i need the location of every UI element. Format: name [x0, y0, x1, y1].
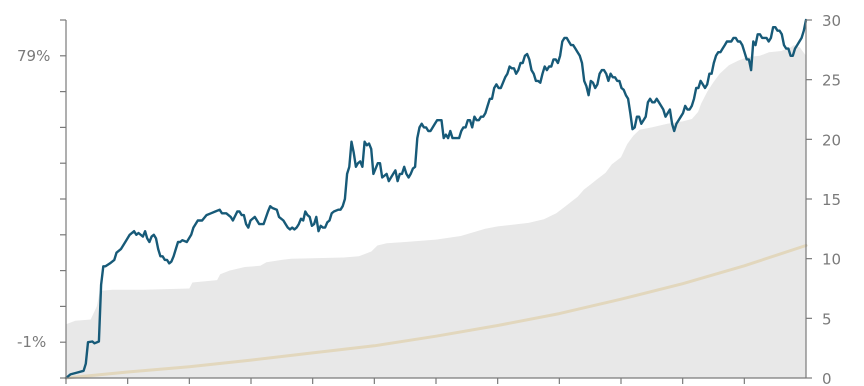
- area-series-layer: [66, 45, 806, 378]
- right-axis-tick-label: 15: [822, 191, 841, 209]
- left-axis-tick-label: -1%: [17, 333, 46, 351]
- axes: 79% -1% 0 5 10 15 20 25 30: [17, 12, 841, 386]
- line-series-1: [64, 244, 808, 380]
- right-axis-tick-label: 10: [822, 251, 841, 269]
- line-series-2: [64, 18, 808, 380]
- right-axis-tick-label: 30: [822, 12, 841, 30]
- left-axis-tick-label: 79%: [17, 47, 50, 65]
- right-axis-tick-label: 0: [822, 370, 832, 386]
- right-axis-tick-label: 20: [822, 131, 841, 149]
- line-series-layer: [64, 18, 808, 380]
- area-series-0: [66, 45, 806, 378]
- right-axis-tick-label: 5: [822, 310, 832, 328]
- right-axis-tick-label: 25: [822, 72, 841, 90]
